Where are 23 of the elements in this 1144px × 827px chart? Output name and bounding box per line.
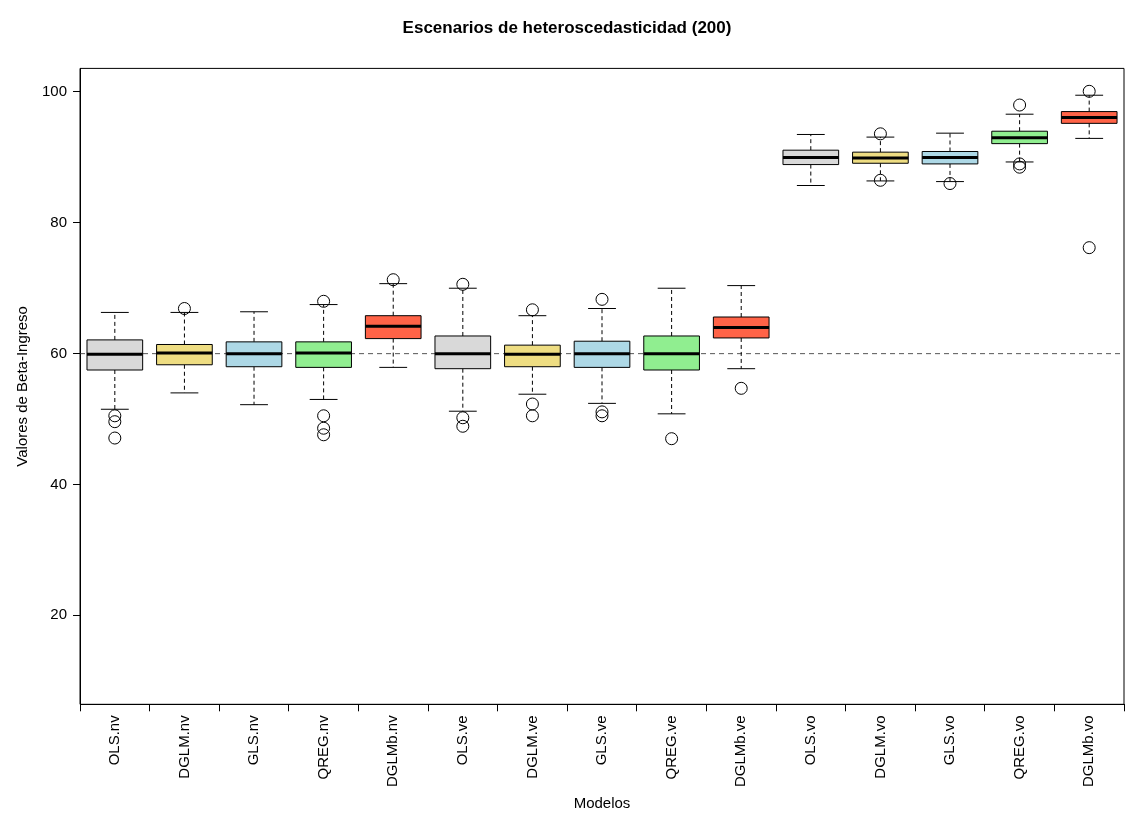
x-tick-label: DGLMb.nv <box>383 714 401 788</box>
y-tick-label: 40 <box>50 474 68 492</box>
x-tick-label: DGLM.nv <box>174 714 192 779</box>
y-tick-label: 80 <box>50 212 68 230</box>
x-tick-label: GLS.nv <box>244 714 262 766</box>
y-axis-title: Valores de Beta-Ingreso <box>13 306 31 467</box>
y-tick-label: 60 <box>50 343 68 361</box>
x-tick-label: GLS.ve <box>592 715 610 766</box>
y-tick-label: 100 <box>42 82 68 100</box>
x-axis-title: Modelos <box>573 794 631 812</box>
x-tick-label: DGLM.ve <box>522 715 540 779</box>
x-tick-label: DGLMb.ve <box>731 715 749 788</box>
x-tick-label: QREG.vo <box>1009 715 1027 780</box>
x-tick-label: QREG.ve <box>661 715 679 780</box>
x-tick-label: OLS.vo <box>800 715 818 766</box>
x-tick-label: DGLM.vo <box>870 715 888 779</box>
x-tick-label: OLS.ve <box>452 715 470 766</box>
x-tick-label: OLS.nv <box>104 714 122 766</box>
y-tick-label: 20 <box>50 605 68 623</box>
x-tick-label: DGLMb.vo <box>1079 715 1097 788</box>
chart-title: Escenarios de heteroscedasticidad (200) <box>402 17 732 37</box>
x-tick-label: QREG.nv <box>313 714 331 780</box>
x-tick-label: GLS.vo <box>940 715 958 766</box>
